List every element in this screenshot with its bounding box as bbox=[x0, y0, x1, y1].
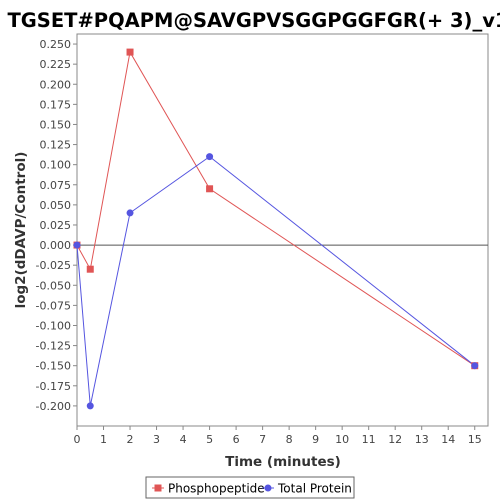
y-tick-label: 0.050 bbox=[40, 199, 72, 212]
y-tick-label: 0.025 bbox=[40, 219, 72, 232]
chart-title: TGSET#PQAPM@SAVGPVSGGPGGFGR(+ 3)_v1 bbox=[7, 9, 500, 32]
x-tick-label: 3 bbox=[153, 433, 160, 446]
y-tick-label: 0.200 bbox=[40, 78, 72, 91]
x-tick-label: 8 bbox=[286, 433, 293, 446]
y-tick-label: -0.050 bbox=[36, 279, 71, 292]
y-tick-label: 0.100 bbox=[40, 159, 72, 172]
x-tick-label: 1 bbox=[100, 433, 107, 446]
y-tick-label: 0.075 bbox=[40, 179, 72, 192]
x-tick-label: 2 bbox=[127, 433, 134, 446]
x-tick-label: 0 bbox=[74, 433, 81, 446]
y-tick-label: -0.075 bbox=[36, 299, 71, 312]
legend: Phosphopeptide Total Protein bbox=[152, 482, 352, 496]
x-tick-label: 10 bbox=[335, 433, 349, 446]
x-tick-label: 15 bbox=[468, 433, 482, 446]
x-axis-label: Time (minutes) bbox=[225, 454, 341, 470]
x-tick-label: 12 bbox=[388, 433, 402, 446]
x-tick-label: 4 bbox=[180, 433, 187, 446]
data-point bbox=[206, 185, 214, 193]
y-tick-label: -0.150 bbox=[36, 360, 71, 373]
data-point bbox=[73, 241, 81, 249]
x-tick-label: 6 bbox=[233, 433, 240, 446]
y-tick-label: 0.250 bbox=[40, 38, 72, 51]
data-point bbox=[206, 153, 214, 161]
data-point bbox=[86, 402, 94, 410]
data-point bbox=[86, 265, 94, 273]
y-tick-label: 0.225 bbox=[40, 58, 72, 71]
data-point bbox=[126, 48, 134, 56]
y-tick-label: 0.150 bbox=[40, 118, 72, 131]
legend-label: Phosphopeptide bbox=[168, 482, 265, 496]
axis-ticks: 0 1 2 3 4 5 6 7 8 9 10 11 12 13 14 150.2500.2250.2000.1… bbox=[36, 38, 488, 446]
x-tick-label: 11 bbox=[362, 433, 376, 446]
y-tick-label: -0.175 bbox=[36, 380, 71, 393]
legend-label: Total Protein bbox=[277, 482, 352, 496]
y-tick-label: -0.200 bbox=[36, 400, 71, 413]
y-tick-label: -0.025 bbox=[36, 259, 71, 272]
x-tick-label: 5 bbox=[206, 433, 213, 446]
y-axis-label: log2(dDAVP/Control) bbox=[13, 152, 29, 309]
y-tick-label: 0.000 bbox=[40, 239, 72, 252]
plot-area bbox=[76, 33, 489, 427]
data-point bbox=[126, 209, 134, 217]
y-tick-label: -0.125 bbox=[36, 340, 71, 353]
x-tick-label: 7 bbox=[259, 433, 266, 446]
legend-marker bbox=[264, 484, 272, 492]
y-tick-label: 0.175 bbox=[40, 98, 72, 111]
y-tick-label: -0.100 bbox=[36, 319, 71, 332]
x-tick-label: 9 bbox=[312, 433, 319, 446]
series-layer bbox=[73, 48, 479, 410]
legend-marker bbox=[154, 484, 162, 492]
y-tick-label: 0.125 bbox=[40, 139, 72, 152]
x-tick-label: 13 bbox=[415, 433, 429, 446]
data-point bbox=[471, 362, 479, 370]
x-tick-label: 14 bbox=[441, 433, 455, 446]
legend-box bbox=[145, 476, 355, 499]
